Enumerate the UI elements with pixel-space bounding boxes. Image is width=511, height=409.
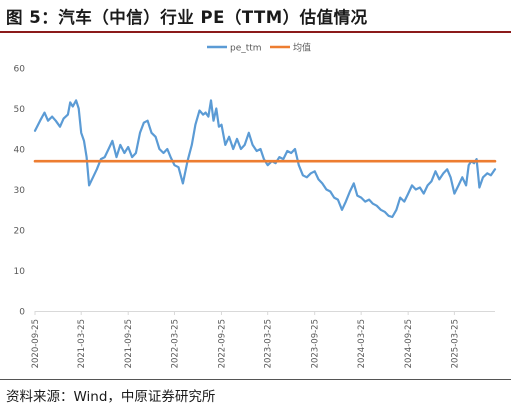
x-tick-label: 2023-03-25	[264, 319, 274, 368]
series-line-pe-ttm	[33, 99, 497, 219]
x-tick-label: 2021-09-25	[124, 319, 134, 368]
figure-title: 图 5：汽车（中信）行业 PE（TTM）估值情况	[6, 8, 368, 27]
y-tick-label: 50	[14, 105, 26, 115]
x-tick-label: 2022-03-25	[170, 319, 180, 368]
y-tick-label: 20	[14, 227, 26, 237]
legend-label-mean: 均值	[293, 42, 311, 54]
x-tick-label: 2024-03-25	[357, 319, 367, 368]
y-tick-label: 30	[14, 186, 26, 196]
source-note: 资料来源：Wind，中原证券研究所	[6, 389, 216, 405]
x-tick-label: 2022-09-25	[217, 319, 227, 368]
title-rule	[0, 31, 511, 33]
legend-label-pe-ttm: pe_ttm	[230, 44, 262, 54]
x-tick-label: 2021-03-25	[77, 319, 87, 368]
y-tick-label: 0	[19, 308, 25, 318]
y-tick-label: 10	[14, 267, 26, 277]
y-tick-label: 60	[14, 65, 26, 75]
y-tick-label: 40	[14, 146, 26, 156]
pe-valuation-chart: 0 10 20 30 40 50 60 2020-09-25 2021-03-25 2021-09…	[14, 42, 497, 368]
x-tick-label: 2024-09-25	[404, 319, 414, 368]
x-tick-label: 2020-09-25	[31, 319, 41, 368]
x-tick-label: 2023-09-25	[311, 319, 321, 368]
x-tick-label: 2025-03-25	[450, 319, 460, 368]
footer-rule	[0, 379, 511, 380]
